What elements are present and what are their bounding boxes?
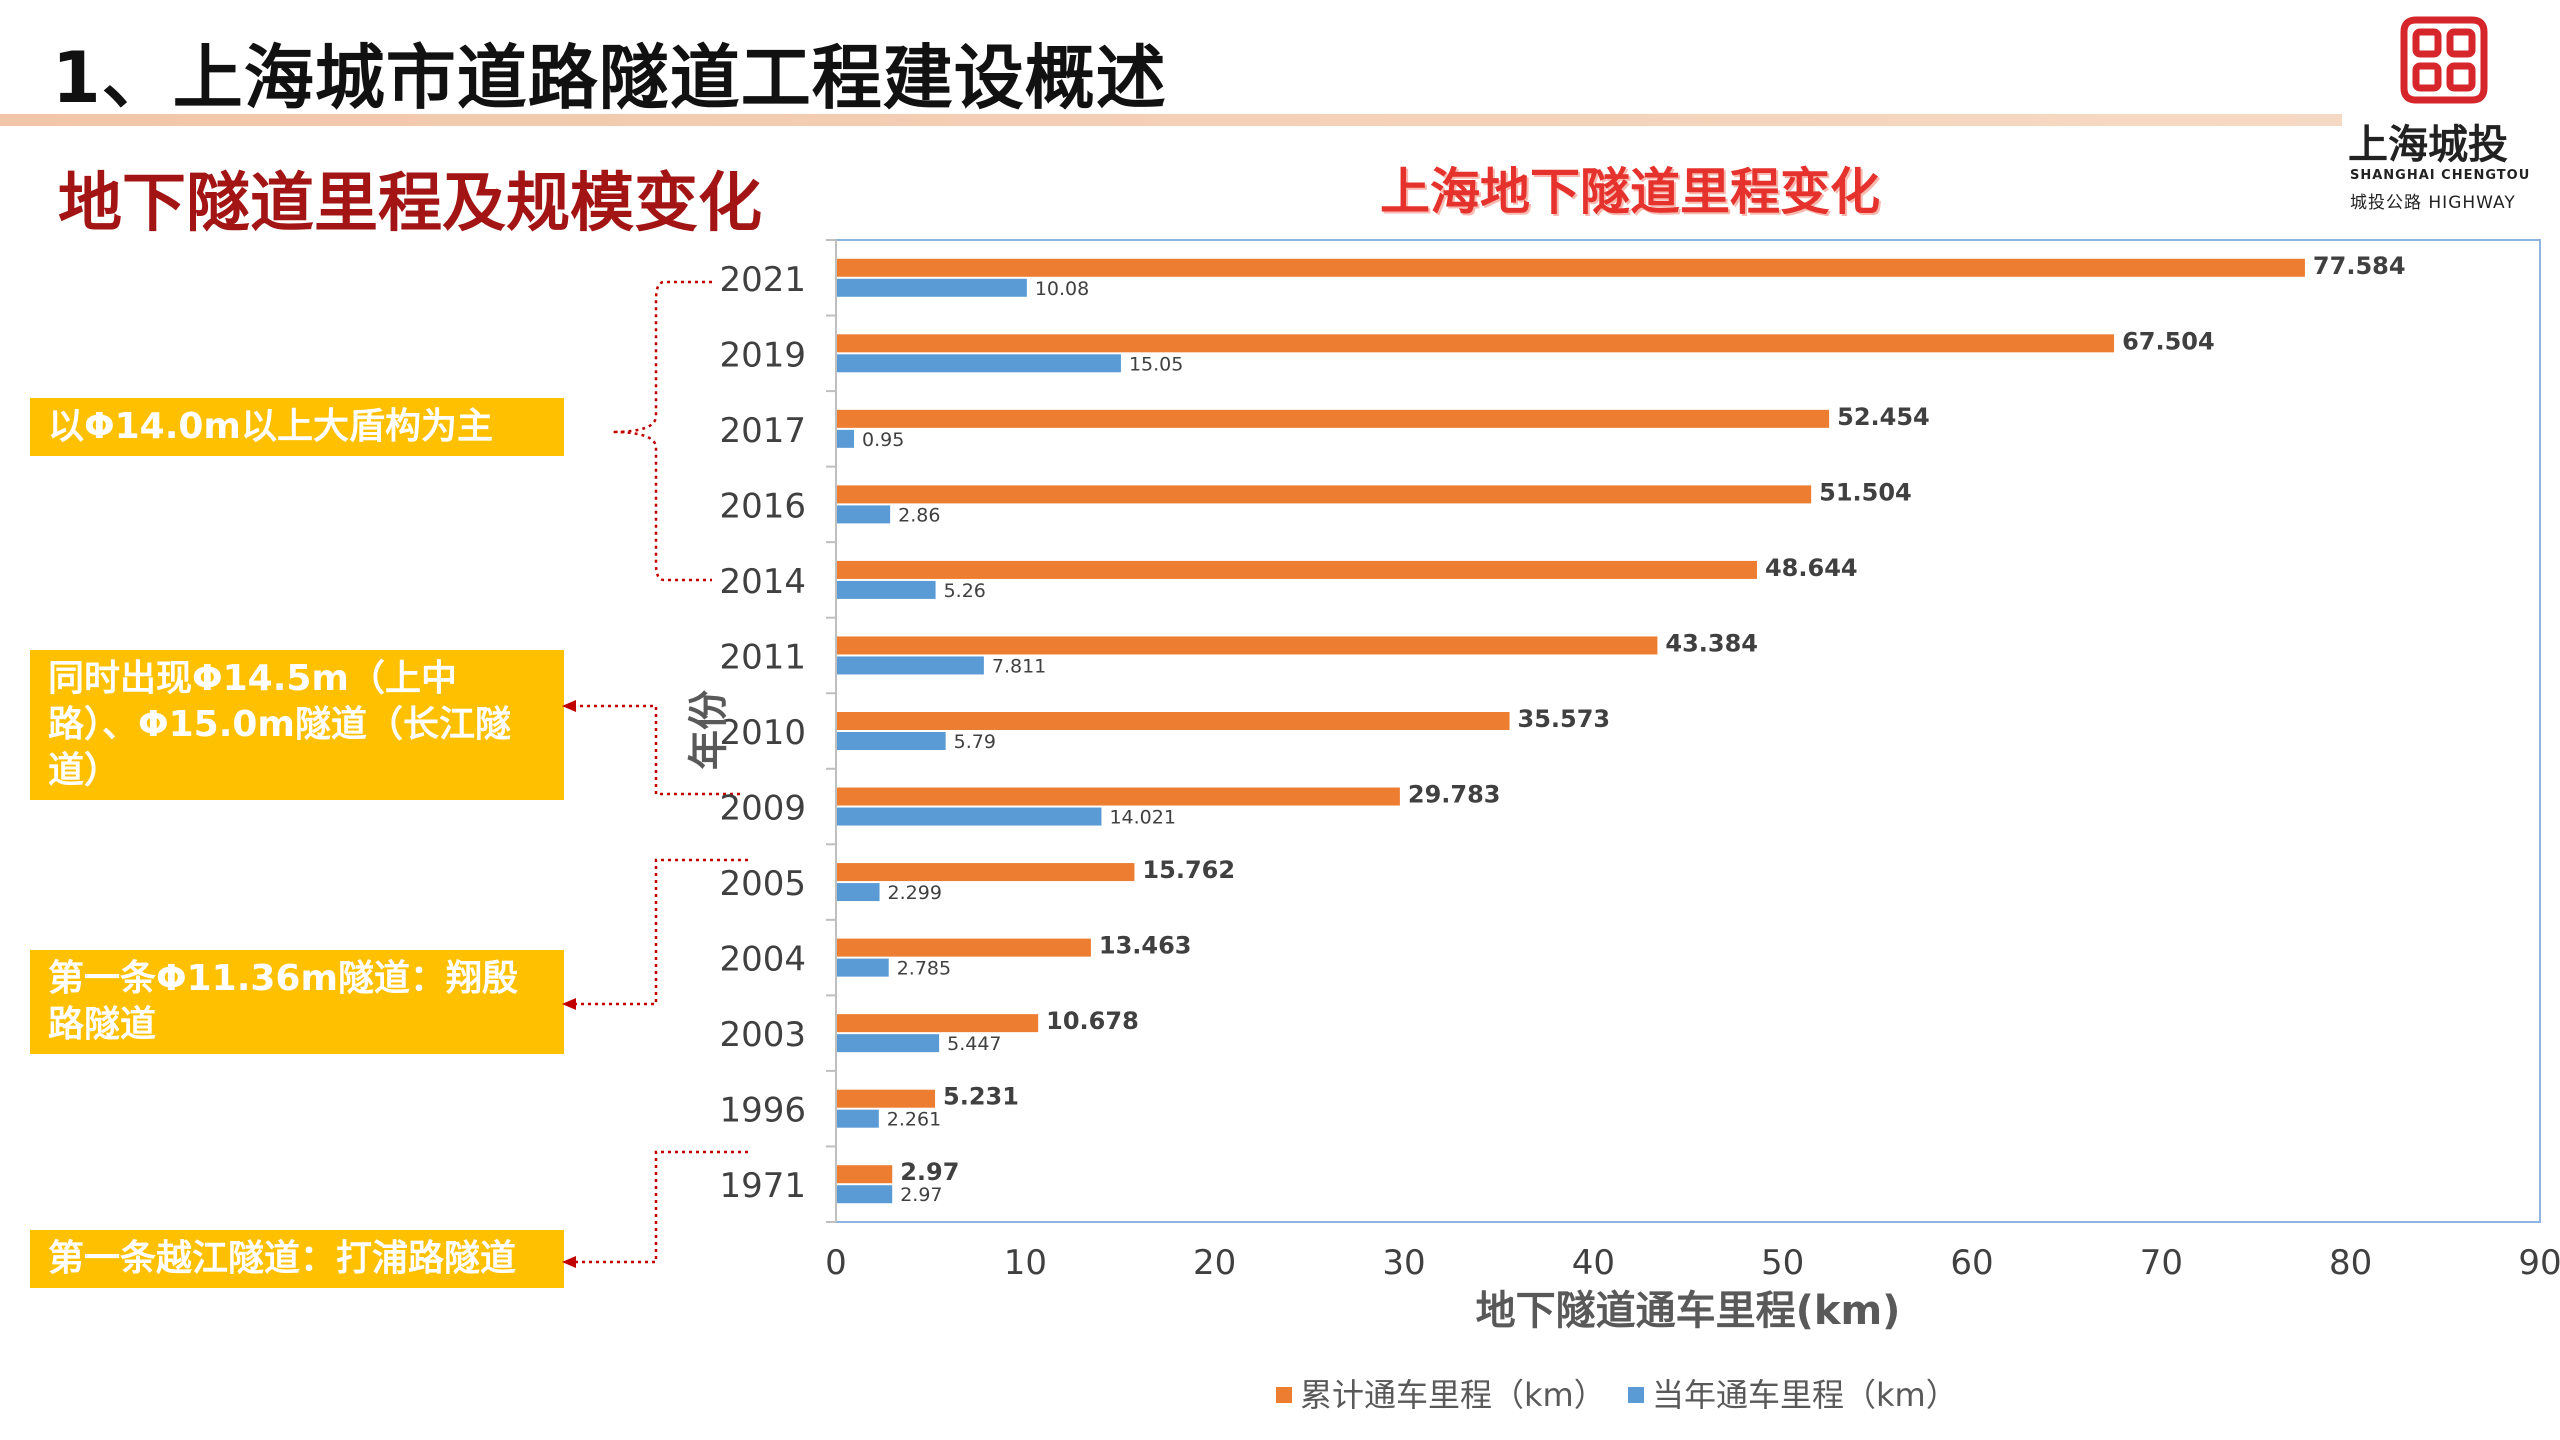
data-label-annual: 7.811 (992, 655, 1046, 677)
y-tick-label: 2010 (719, 713, 806, 753)
legend: 累计通车里程（km） 当年通车里程（km） (1276, 1376, 1958, 1414)
logo-name: 上海城投 (2348, 122, 2508, 168)
bar-annual (837, 1185, 893, 1204)
bar-cumulative (837, 712, 1510, 730)
y-tick-label: 2021 (719, 260, 806, 300)
bar-cumulative (837, 258, 2305, 277)
x-tick-label: 60 (1950, 1243, 1993, 1283)
y-tick-label: 2005 (719, 864, 806, 904)
x-tick-label: 80 (2329, 1243, 2372, 1283)
logo-sub: 城投公路 HIGHWAY (2350, 193, 2516, 213)
bar-annual (837, 580, 936, 599)
bar-annual (837, 883, 880, 902)
bar-annual (837, 732, 946, 750)
x-tick-label: 40 (1572, 1243, 1615, 1283)
title-rule (0, 114, 2342, 126)
bar-annual (837, 278, 1027, 297)
data-label-annual: 0.95 (862, 429, 904, 451)
callout-large-shield: 以Φ14.0m以上大盾构为主 (30, 398, 564, 456)
data-label-annual: 2.86 (898, 504, 940, 526)
bar-cumulative (837, 1089, 936, 1108)
bar-annual (837, 354, 1121, 373)
y-tick-label: 1971 (719, 1166, 806, 1206)
data-label-cumulative: 13.463 (1099, 932, 1192, 960)
bar-annual (837, 656, 984, 675)
data-label-annual: 5.447 (947, 1033, 1001, 1055)
data-label-annual: 5.26 (944, 580, 986, 602)
bar-annual (837, 1109, 879, 1128)
y-tick-label: 2011 (719, 637, 806, 677)
data-label-annual: 14.021 (1109, 807, 1175, 829)
bar-cumulative (837, 863, 1135, 882)
data-label-annual: 10.08 (1035, 278, 1089, 300)
plot-frame (835, 239, 2541, 1223)
bar-cumulative (837, 409, 1830, 428)
section-title: 地下隧道里程及规模变化 (58, 167, 762, 241)
legend-swatch (1276, 1387, 1292, 1403)
data-label-cumulative: 15.762 (1142, 856, 1235, 884)
bar-annual (837, 1034, 940, 1053)
x-tick-label: 90 (2518, 1243, 2560, 1283)
chart-title: 上海地下隧道里程变化 (1380, 163, 1880, 221)
y-tick-label: 2016 (719, 486, 806, 526)
bar-cumulative (837, 485, 1812, 504)
bar-annual (837, 958, 889, 977)
callout-dapu: 第一条越江隧道：打浦路隧道 (30, 1230, 564, 1288)
data-label-annual: 2.785 (897, 958, 951, 980)
legend-label: 当年通车里程（km） (1652, 1376, 1958, 1414)
y-tick-label: 2019 (719, 335, 806, 375)
y-tick-label: 2017 (719, 411, 806, 451)
callout-shanzhong-changjiang: 同时出现Φ14.5m（上中路）、Φ15.0m隧道（长江隧道） (30, 650, 564, 800)
x-axis-title: 地下隧道通车里程(km) (1476, 1288, 1901, 1334)
legend-label: 累计通车里程（km） (1300, 1376, 1606, 1414)
data-label-annual: 2.97 (900, 1184, 942, 1206)
data-label-cumulative: 43.384 (1665, 629, 1758, 657)
data-label-cumulative: 77.584 (2313, 252, 2406, 280)
bar-annual (837, 505, 891, 524)
legend-swatch (1628, 1387, 1644, 1403)
y-tick-label: 1996 (719, 1091, 806, 1131)
bar-cumulative (837, 938, 1091, 957)
data-label-cumulative: 5.231 (943, 1083, 1019, 1111)
bar-cumulative (837, 334, 2115, 353)
data-label-cumulative: 48.644 (1765, 554, 1858, 582)
data-label-annual: 2.299 (888, 882, 942, 904)
y-tick-label: 2003 (719, 1015, 806, 1055)
y-tick-label: 2009 (719, 789, 806, 829)
data-label-cumulative: 67.504 (2122, 327, 2215, 355)
bar-cumulative (837, 1014, 1039, 1033)
y-tick-label: 2004 (719, 940, 806, 980)
bar-cumulative (837, 1165, 893, 1184)
x-tick-label: 20 (1193, 1243, 1236, 1283)
data-label-cumulative: 29.783 (1408, 781, 1501, 809)
data-label-annual: 2.261 (887, 1109, 941, 1131)
y-axis-title: 年份 (686, 690, 732, 770)
x-tick-label: 30 (1382, 1243, 1425, 1283)
x-tick-label: 10 (1004, 1243, 1047, 1283)
bar-annual (837, 429, 854, 448)
y-tick-label: 2014 (719, 562, 806, 602)
chengtou-logo-icon (2400, 16, 2488, 104)
data-label-annual: 5.79 (954, 731, 996, 753)
logo-english: SHANGHAI CHENGTOU (2350, 168, 2531, 183)
data-label-cumulative: 2.97 (900, 1158, 959, 1186)
bar-cumulative (837, 560, 1757, 579)
x-tick-label: 0 (825, 1243, 847, 1283)
data-label-cumulative: 52.454 (1837, 403, 1930, 431)
data-label-cumulative: 51.504 (1819, 478, 1912, 506)
x-tick-label: 50 (1761, 1243, 1804, 1283)
slide-title: 1、上海城市道路隧道工程建设概述 (52, 37, 1167, 119)
bar-annual (837, 807, 1102, 826)
x-tick-label: 70 (2140, 1243, 2183, 1283)
data-label-cumulative: 10.678 (1046, 1007, 1139, 1035)
data-label-annual: 15.05 (1129, 353, 1183, 375)
bar-cumulative (837, 787, 1400, 806)
data-label-cumulative: 35.573 (1518, 705, 1611, 733)
callout-xiangyin: 第一条Φ11.36m隧道：翔殷路隧道 (30, 950, 564, 1054)
bar-cumulative (837, 636, 1658, 655)
company-logo: 上海城投 SHANGHAI CHENGTOU 城投公路 HIGHWAY (2344, 8, 2556, 218)
